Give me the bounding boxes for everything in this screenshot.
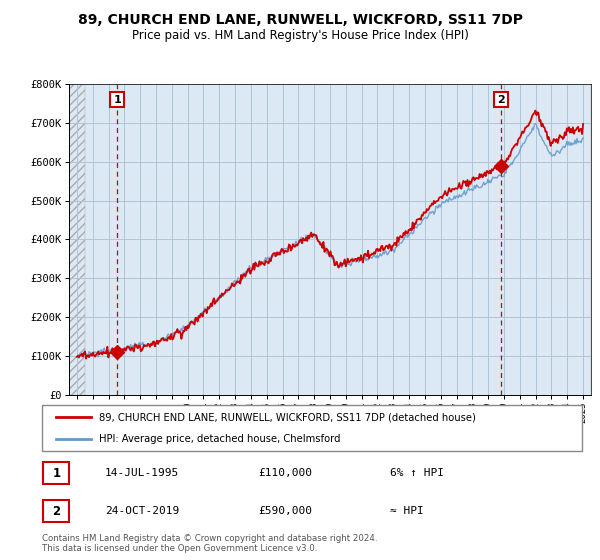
Text: 89, CHURCH END LANE, RUNWELL, WICKFORD, SS11 7DP: 89, CHURCH END LANE, RUNWELL, WICKFORD, …: [77, 13, 523, 27]
FancyBboxPatch shape: [42, 405, 582, 451]
Text: 24-OCT-2019: 24-OCT-2019: [105, 506, 179, 516]
Text: 1: 1: [52, 466, 61, 480]
Text: 6% ↑ HPI: 6% ↑ HPI: [390, 468, 444, 478]
Text: ≈ HPI: ≈ HPI: [390, 506, 424, 516]
Text: 2: 2: [497, 95, 505, 105]
Text: 89, CHURCH END LANE, RUNWELL, WICKFORD, SS11 7DP (detached house): 89, CHURCH END LANE, RUNWELL, WICKFORD, …: [98, 412, 476, 422]
Text: Contains HM Land Registry data © Crown copyright and database right 2024.
This d: Contains HM Land Registry data © Crown c…: [42, 534, 377, 553]
Text: £110,000: £110,000: [258, 468, 312, 478]
Text: 2: 2: [52, 505, 61, 518]
Text: £590,000: £590,000: [258, 506, 312, 516]
Text: 1: 1: [113, 95, 121, 105]
FancyBboxPatch shape: [43, 500, 70, 522]
Text: 14-JUL-1995: 14-JUL-1995: [105, 468, 179, 478]
FancyBboxPatch shape: [43, 462, 70, 484]
Text: Price paid vs. HM Land Registry's House Price Index (HPI): Price paid vs. HM Land Registry's House …: [131, 29, 469, 42]
Text: HPI: Average price, detached house, Chelmsford: HPI: Average price, detached house, Chel…: [98, 435, 340, 444]
